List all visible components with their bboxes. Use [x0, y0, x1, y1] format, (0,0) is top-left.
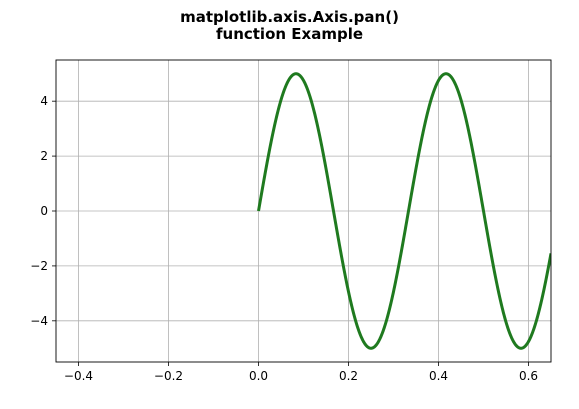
x-tick-label: −0.4: [64, 369, 93, 383]
x-tick-label: 0.4: [429, 369, 448, 383]
y-tick-label: 0: [40, 204, 48, 218]
x-tick-label: −0.2: [154, 369, 183, 383]
chart-title-line-2: function Example: [215, 25, 364, 43]
x-tick-label: 0.0: [249, 369, 268, 383]
y-tick-label: 2: [40, 149, 48, 163]
x-tick-label: 0.2: [339, 369, 358, 383]
series-line-0: [257, 72, 551, 350]
y-tick-label: −2: [30, 259, 48, 273]
x-tick-label: 0.6: [519, 369, 538, 383]
y-tick-label: −4: [30, 314, 48, 328]
y-tick-label: 4: [40, 94, 48, 108]
chart-title-line-1: matplotlib.axis.Axis.pan(): [180, 8, 399, 26]
